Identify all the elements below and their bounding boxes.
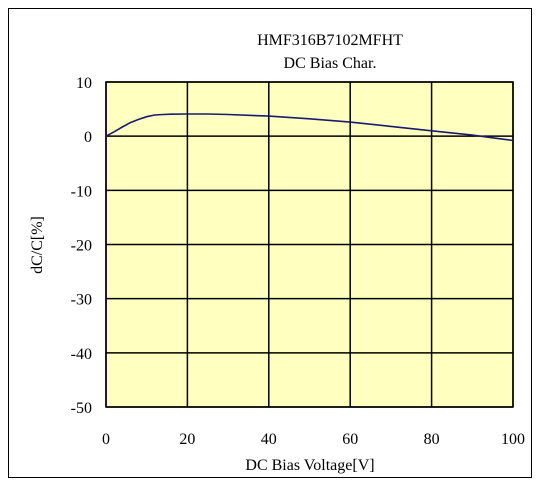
series-line [105, 113, 514, 142]
x-tick-label: 100 [501, 431, 525, 448]
x-axis-tick-labels: 0 20 40 60 80 100 [102, 431, 525, 448]
y-tick-label: -50 [71, 400, 92, 417]
x-tick-label: 0 [102, 431, 110, 448]
x-tick-label: 20 [179, 431, 195, 448]
x-tick-label: 80 [424, 431, 440, 448]
x-tick-label: 40 [261, 431, 277, 448]
y-tick-label: -10 [71, 183, 92, 200]
chart-title-line-1: HMF316B7102MFHT [257, 32, 403, 49]
y-tick-label: -30 [71, 292, 92, 309]
y-tick-label: -20 [71, 238, 92, 255]
y-axis-tick-labels: 10 0 -10 -20 -30 -40 -50 [71, 75, 92, 417]
y-tick-label: -40 [71, 346, 92, 363]
y-tick-label: 0 [84, 129, 92, 146]
chart-title-line-2: DC Bias Char. [284, 55, 377, 72]
x-tick-label: 60 [342, 431, 358, 448]
x-axis-label: DC Bias Voltage[V] [245, 457, 374, 474]
plot-border [105, 81, 514, 408]
y-tick-label: 10 [76, 75, 92, 92]
y-axis-label: dC/C[%] [29, 216, 46, 274]
